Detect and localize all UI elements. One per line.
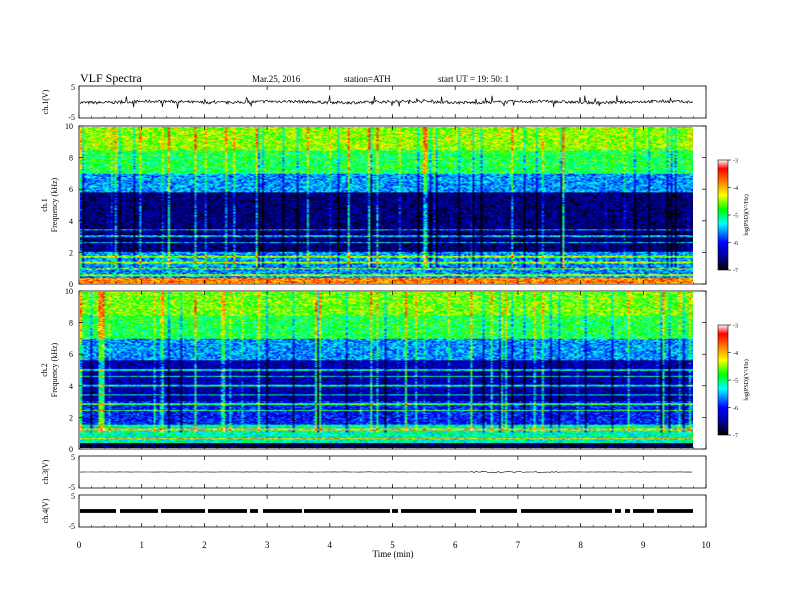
ch4-pulse-block	[392, 509, 398, 513]
colorbar-tick-label: -4	[733, 186, 738, 192]
ytick-label: 4	[69, 217, 73, 226]
ch4-pulse-block	[250, 509, 258, 513]
colorbar-tick-label: -3	[733, 159, 738, 165]
ch2-spectrogram-panel: 0 2 4 6 8 10 ch.2 Frequency (kHz)	[40, 287, 707, 454]
colorbar-tick-label: -5	[733, 214, 738, 220]
ch3-waveform-panel: 5 -5 ch.3(V)	[41, 453, 707, 492]
ch1-spectrogram-panel: 0 2 4 6 8 10 ch.1 Frequency (kHz)	[40, 122, 707, 289]
ch3-ytick-top: 5	[71, 453, 75, 462]
xtick-label: 7	[516, 540, 521, 550]
ytick-label: 6	[69, 185, 73, 194]
ch3-trace	[80, 471, 692, 473]
ch4-pulse-block	[304, 509, 390, 513]
ch4-pulse-block	[615, 509, 621, 513]
ch1-waveform-panel: 5 -5 ch.1(V)	[41, 83, 707, 122]
xtick-label: 3	[265, 540, 270, 550]
x-axis: 0 1 2 3 4 5 6 7 8 9 10	[77, 86, 711, 550]
xtick-label: 9	[641, 540, 646, 550]
ch4-pulse-block	[521, 509, 612, 513]
xtick-label: 6	[453, 540, 458, 550]
ch1-colorbar: -3 -4 -5 -6 -7 log(PSD)(V²/Hz)	[717, 159, 750, 275]
ch4-ytick-top: 5	[71, 492, 75, 501]
ch4-pulse-block	[657, 509, 693, 513]
colorbar-tick-label: -7	[733, 269, 738, 275]
ytick-label: 4	[69, 382, 73, 391]
ch4-pulse-block	[633, 509, 654, 513]
ch4-ylabel: ch.4(V)	[41, 498, 50, 523]
ch2-frequency-label: Frequency (kHz)	[50, 342, 59, 397]
date-label: Mar.25, 2016	[252, 74, 301, 84]
ch1-ylabel: ch.1(V)	[41, 89, 50, 114]
ch4-pulse-block	[401, 509, 476, 513]
ch2-colorbar-label: log(PSD)(V²/Hz)	[743, 359, 750, 400]
ch3-ytick-bottom: -5	[68, 483, 75, 492]
ch3-ylabel: ch.3(V)	[41, 459, 50, 484]
ch2-channel-label: ch.2	[40, 363, 49, 377]
xtick-label: 0	[77, 540, 82, 550]
ytick-label: 8	[69, 154, 73, 163]
ch1-trace	[79, 95, 694, 109]
colorbar-tick-label: -6	[733, 241, 738, 247]
colorbar-tick-label: -5	[733, 379, 738, 385]
ch4-pulse-block	[80, 509, 116, 513]
ytick-label: 2	[69, 248, 73, 257]
xtick-label: 4	[328, 540, 333, 550]
ch4-waveform-panel: 5 -5 ch.4(V)	[41, 492, 707, 531]
ch1-channel-label: ch.1	[40, 198, 49, 212]
colorbar-tick-label: -4	[733, 351, 738, 357]
start-time-label: start UT = 19: 50: 1	[438, 74, 509, 84]
ytick-label: 0	[69, 280, 73, 289]
ch2-colorbar-scale	[717, 324, 729, 436]
xtick-label: 2	[202, 540, 207, 550]
chart-title: VLF Spectra	[80, 71, 142, 85]
ch1-frequency-label: Frequency (kHz)	[50, 177, 59, 232]
station-label: station=ATH	[344, 74, 391, 84]
colorbar-tick-label: -7	[733, 434, 738, 440]
ytick-label: 10	[65, 122, 73, 131]
ytick-label: 8	[69, 319, 73, 328]
ch2-colorbar: -3 -4 -5 -6 -7 log(PSD)(V²/Hz)	[717, 324, 750, 440]
ytick-label: 2	[69, 413, 73, 422]
colorbar-tick-label: -3	[733, 324, 738, 330]
ch4-trace	[80, 509, 693, 513]
ch1-ytick-top: 5	[71, 83, 75, 92]
ch4-pulse-block	[161, 509, 205, 513]
ch4-pulse-block	[208, 509, 247, 513]
ch4-pulse-block	[625, 509, 630, 513]
xtick-label: 8	[578, 540, 583, 550]
ch1-colorbar-label: log(PSD)(V²/Hz)	[743, 194, 750, 235]
ch2-spectrogram-image	[80, 292, 693, 448]
ch1-colorbar-scale	[717, 159, 729, 271]
x-axis-label: Time (min)	[373, 549, 414, 559]
ytick-label: 0	[69, 445, 73, 454]
ch4-ytick-bottom: -5	[68, 522, 75, 531]
ch4-pulse-block	[480, 509, 517, 513]
colorbar-tick-label: -6	[733, 406, 738, 412]
ch1-spectrogram-image	[80, 127, 693, 283]
ytick-label: 10	[65, 287, 73, 296]
ch4-pulse-block	[120, 509, 158, 513]
ch1-ytick-bottom: -5	[68, 113, 75, 122]
xtick-label: 10	[702, 540, 712, 550]
ch4-pulse-block	[263, 509, 302, 513]
ytick-label: 6	[69, 350, 73, 359]
xtick-label: 5	[390, 540, 395, 550]
xtick-label: 1	[139, 540, 144, 550]
